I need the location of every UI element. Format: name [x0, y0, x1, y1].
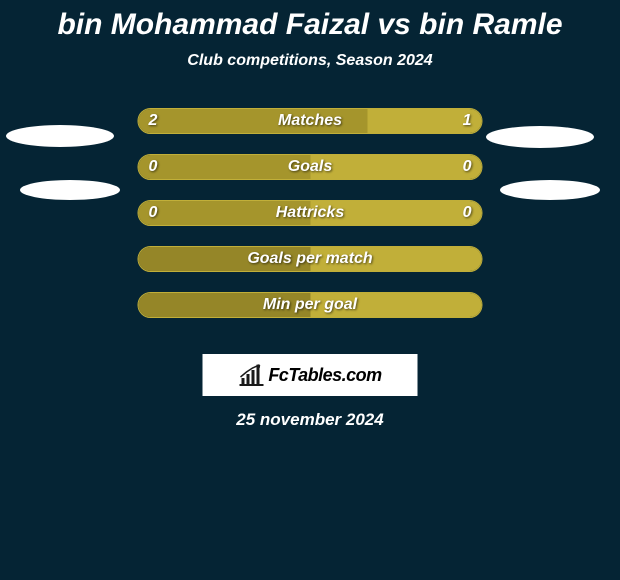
comparison-widget: bin Mohammad Faizal vs bin Ramle Club co… [0, 0, 620, 580]
value-right: 1 [463, 109, 472, 133]
date-label: 25 november 2024 [0, 410, 620, 430]
value-left: 0 [149, 201, 158, 225]
value-right: 0 [463, 201, 472, 225]
decorative-ellipse [6, 125, 114, 147]
row-bar: Hattricks00 [138, 200, 483, 226]
branding-label: FcTables.com [268, 365, 381, 386]
row-bar: Min per goal [138, 292, 483, 318]
bar-segment-left [139, 201, 311, 225]
chart-icon [238, 364, 264, 386]
comparison-row: Min per goal [0, 292, 620, 318]
branding-box: FcTables.com [203, 354, 418, 396]
bar-segment-right [310, 247, 482, 271]
bar-segment-left [139, 247, 311, 271]
row-bar: Matches21 [138, 108, 483, 134]
bar-segment-left [139, 109, 368, 133]
bar-segment-left [139, 293, 311, 317]
decorative-ellipse [20, 180, 120, 200]
bar-segment-right [310, 293, 482, 317]
bar-segment-right [310, 201, 482, 225]
row-bar: Goals per match [138, 246, 483, 272]
subtitle: Club competitions, Season 2024 [0, 42, 620, 70]
bar-segment-right [310, 155, 482, 179]
comparison-row: Goals per match [0, 246, 620, 272]
value-left: 0 [149, 155, 158, 179]
decorative-ellipse [500, 180, 600, 200]
row-bar: Goals00 [138, 154, 483, 180]
comparison-row: Goals00 [0, 154, 620, 180]
page-title: bin Mohammad Faizal vs bin Ramle [0, 0, 620, 42]
comparison-row: Hattricks00 [0, 200, 620, 226]
value-right: 0 [463, 155, 472, 179]
bar-segment-left [139, 155, 311, 179]
value-left: 2 [149, 109, 158, 133]
decorative-ellipse [486, 126, 594, 148]
